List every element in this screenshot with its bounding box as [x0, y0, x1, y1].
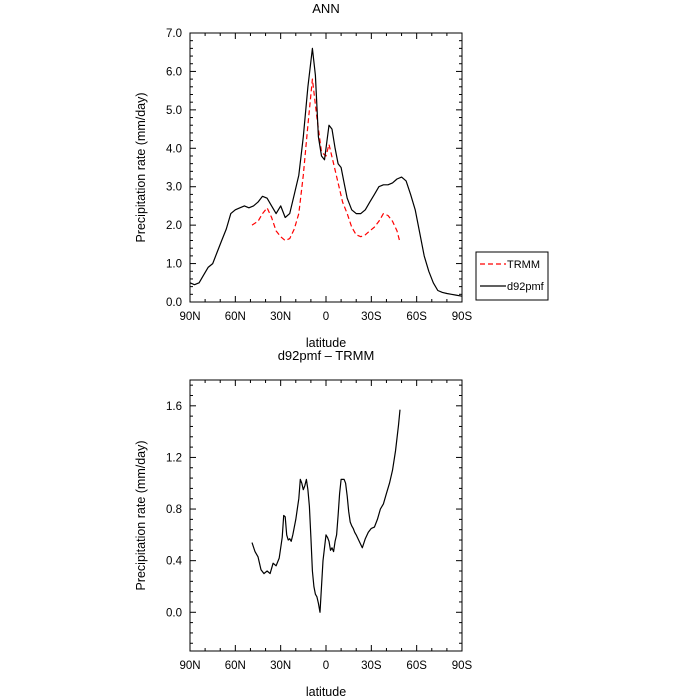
- x-tick-label: 90S: [452, 660, 473, 672]
- y-tick-label: 1.6: [166, 401, 182, 413]
- x-tick-label: 30N: [270, 660, 291, 672]
- x-axis-title: latitude: [306, 685, 346, 699]
- x-tick-label: 90N: [179, 311, 200, 323]
- y-tick-label: 3.0: [166, 182, 182, 194]
- x-tick-label: 60N: [225, 311, 246, 323]
- y-tick-label: 0.4: [166, 556, 183, 568]
- chart-title: ANN: [312, 1, 339, 16]
- series-line-d92pmf: [189, 47, 463, 297]
- y-tick-label: 0.0: [166, 607, 182, 619]
- x-tick-label: 90S: [452, 311, 473, 323]
- x-axis-title: latitude: [306, 336, 346, 350]
- y-tick-label: 7.0: [166, 28, 182, 40]
- y-tick-label: 0.0: [166, 297, 182, 309]
- y-tick-label: 1.2: [166, 452, 182, 464]
- y-tick-label: 0.8: [166, 504, 182, 516]
- x-tick-label: 30S: [361, 311, 382, 323]
- legend-label-trmm: TRMM: [507, 259, 540, 271]
- x-tick-label: 60S: [406, 660, 427, 672]
- y-tick-label: 5.0: [166, 105, 182, 117]
- x-tick-label: 90N: [179, 660, 200, 672]
- x-tick-label: 30N: [270, 311, 291, 323]
- legend-box: [475, 251, 549, 301]
- y-tick-label: 2.0: [166, 220, 182, 232]
- plot-frame: [189, 379, 463, 652]
- y-axis-title: Precipitation rate (mm/day): [134, 92, 148, 242]
- chart-title: d92pmf – TRMM: [278, 348, 375, 363]
- x-tick-label: 0: [323, 660, 329, 672]
- y-tick-label: 6.0: [166, 66, 182, 78]
- x-tick-label: 0: [323, 311, 329, 323]
- chart-difference: 90N 60N 30N 0 30S 60S 90S 0.0 0.4 0.8 1.2 1.6 d92pmf…: [134, 348, 473, 699]
- x-tick-label: 30S: [361, 660, 382, 672]
- y-tick-label: 4.0: [166, 143, 182, 155]
- series-line-diff-0: [251, 409, 401, 613]
- x-tick-label: 60S: [406, 311, 427, 323]
- series-line-trmm: [251, 78, 401, 243]
- x-tick-label: 60N: [225, 660, 246, 672]
- chart-annual-precipitation: 90N 60N 30N 0 30S 60S 90S 0.0 1.0 2.0 3.0 4.0 5.0 6.0…: [134, 1, 549, 350]
- plot-frame: [189, 32, 463, 303]
- y-tick-label: 1.0: [166, 259, 182, 271]
- legend-label-d92pmf: d92pmf: [507, 281, 545, 293]
- y-axis-title: Precipitation rate (mm/day): [134, 440, 148, 590]
